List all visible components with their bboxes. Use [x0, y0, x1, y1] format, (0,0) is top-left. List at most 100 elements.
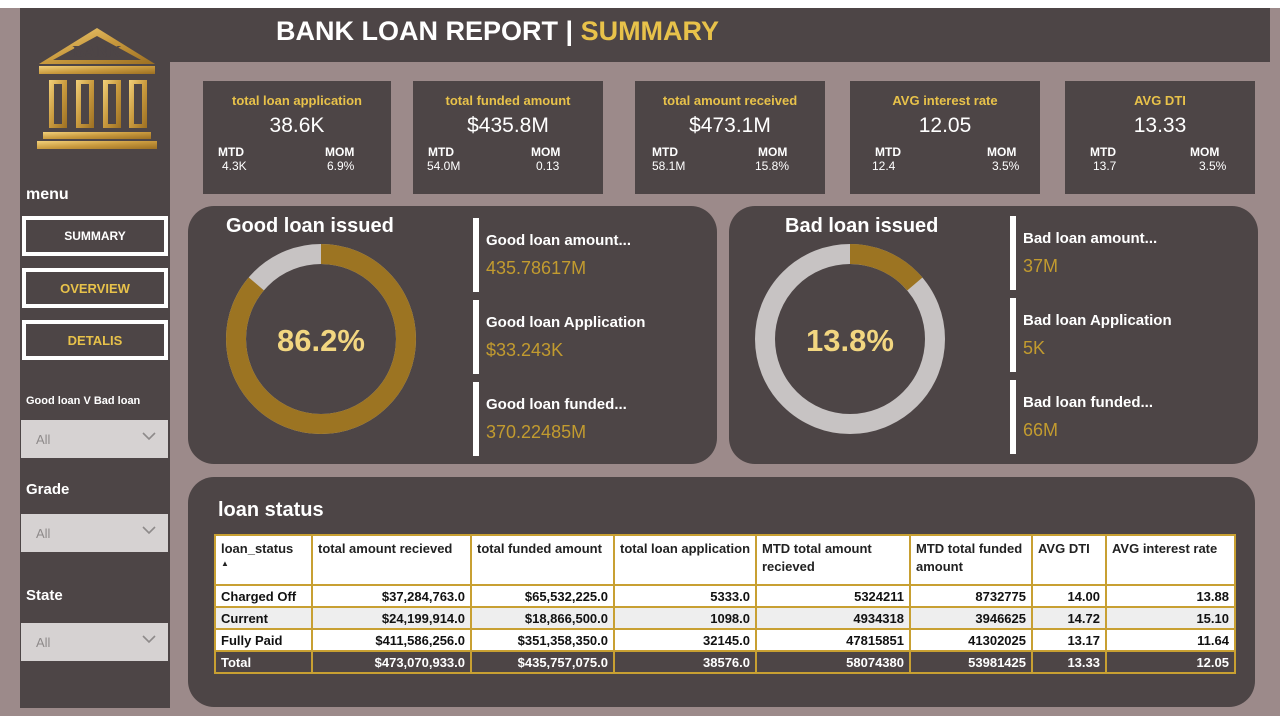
kpi-mom-value: 15.8%: [755, 159, 790, 173]
kpi-mom-label: MOM: [1190, 145, 1220, 159]
table-cell: 1098.0: [613, 606, 757, 630]
good-loan-title: Good loan issued: [226, 215, 394, 237]
table-cell: Charged Off: [214, 584, 313, 608]
kpi-mom-label: MOM: [758, 145, 788, 159]
page-title: BANK LOAN REPORT | SUMMARY: [276, 16, 719, 47]
table-row: Fully Paid $411,586,256.0 $351,358,350.0…: [214, 628, 1236, 652]
filter-good-bad-select[interactable]: All: [21, 420, 168, 458]
chevron-down-icon: [142, 635, 156, 644]
table-cell: 53981425: [909, 650, 1033, 674]
kpi-label: AVG DTI: [1134, 93, 1186, 108]
column-header-avg-dti[interactable]: AVG DTI: [1031, 534, 1107, 586]
filter-grade-label: Grade: [26, 481, 70, 498]
good-loan-application-card: Good loan Application $33.243K: [473, 300, 645, 374]
kpi-mtd-label: MTD: [652, 145, 678, 159]
bad-loan-panel: Bad loan issued 13.8% Bad loan amount...…: [729, 206, 1258, 464]
kpi-card-avg-interest-rate: AVG interest rate 12.05 MTD 12.4 MOM 3.5…: [850, 81, 1040, 194]
kpi-card-avg-dti: AVG DTI 13.33 MTD 13.7 MOM 3.5%: [1065, 81, 1255, 194]
column-header-total-funded-amount[interactable]: total funded amount: [470, 534, 615, 586]
filter-grade-select[interactable]: All: [21, 514, 168, 552]
bank-logo: BANK: [37, 28, 157, 149]
sort-ascending-icon[interactable]: ▲: [221, 559, 229, 568]
table-cell: Total: [214, 650, 313, 674]
table-cell: Fully Paid: [214, 628, 313, 652]
table-cell: 3946625: [909, 606, 1033, 630]
kpi-mtd-value: 13.7: [1093, 159, 1117, 173]
good-loan-arc: [226, 244, 416, 434]
filter-good-bad-value: All: [36, 431, 51, 447]
sidebar: BANK menu SUMMARY OVERVIEW DETALIS Good …: [20, 8, 170, 708]
table-cell: $435,757,075.0: [470, 650, 615, 674]
filter-state-select[interactable]: All: [21, 623, 168, 661]
table-cell: 4934318: [755, 606, 911, 630]
stat-label: Good loan amount...: [486, 232, 631, 249]
table-cell: 11.64: [1105, 628, 1236, 652]
page-title-main: BANK LOAN REPORT |: [276, 16, 581, 46]
table-cell: 5333.0: [613, 584, 757, 608]
kpi-label: AVG interest rate: [892, 93, 998, 108]
table-cell: 58074380: [755, 650, 911, 674]
table-cell: $473,070,933.0: [311, 650, 472, 674]
table-cell: 14.00: [1031, 584, 1107, 608]
kpi-mtd-value: 12.4: [872, 159, 896, 173]
good-loan-donut-chart: 86.2%: [226, 244, 416, 434]
bad-loan-amount-card: Bad loan amount... 37M: [1010, 216, 1157, 290]
kpi-mom-value: 3.5%: [1199, 159, 1227, 173]
table-cell: $37,284,763.0: [311, 584, 472, 608]
filter-state-value: All: [36, 634, 51, 650]
kpi-value: 13.33: [1133, 114, 1187, 137]
window-top-strip: [0, 0, 1280, 8]
kpi-mtd-value: 58.1M: [652, 159, 686, 173]
nav-details-button[interactable]: DETALIS: [22, 320, 168, 360]
nav-overview-button[interactable]: OVERVIEW: [22, 268, 168, 308]
kpi-mtd-value: 54.0M: [427, 159, 461, 173]
table-cell: Current: [214, 606, 313, 630]
logo-text: BANK: [72, 42, 122, 61]
stat-label: Good loan Application: [486, 314, 646, 331]
kpi-card-total-amount-received: total amount received $473.1M MTD 58.1M …: [635, 81, 825, 194]
column-header-loan-status[interactable]: loan_status ▲: [214, 534, 313, 586]
good-loan-panel: Good loan issued 86.2% Good loan amount.…: [188, 206, 717, 464]
table-cell: $18,866,500.0: [470, 606, 615, 630]
table-cell: 14.72: [1031, 606, 1107, 630]
table-cell: $65,532,225.0: [470, 584, 615, 608]
table-total-row: Total $473,070,933.0 $435,757,075.0 3857…: [214, 650, 1236, 674]
kpi-mom-value: 3.5%: [992, 159, 1020, 173]
header-bar: BANK LOAN REPORT | SUMMARY: [170, 8, 1270, 62]
kpi-mtd-label: MTD: [428, 145, 454, 159]
kpi-label: total amount received: [662, 93, 798, 108]
column-header-mtd-total-funded-amount[interactable]: MTD total funded amount: [909, 534, 1033, 586]
bad-loan-application-card: Bad loan Application 5K: [1010, 298, 1172, 372]
kpi-card-total-funded-amount: total funded amount $435.8M MTD 54.0M MO…: [413, 81, 603, 194]
table-cell: $24,199,914.0: [311, 606, 472, 630]
kpi-label: total funded amount: [445, 93, 571, 108]
column-header-avg-interest-rate[interactable]: AVG interest rate: [1105, 534, 1236, 586]
kpi-label: total loan application: [231, 93, 362, 108]
bad-loan-percent: 13.8%: [806, 323, 894, 358]
chevron-down-icon: [142, 526, 156, 535]
kpi-mom-value: 6.9%: [327, 159, 355, 173]
kpi-mom-label: MOM: [325, 145, 355, 159]
stat-label: Good loan funded...: [486, 396, 627, 413]
kpi-mom-value: 0.13: [536, 159, 560, 173]
kpi-card-total-loan-application: total loan application 38.6K MTD 4.3K MO…: [203, 81, 391, 194]
table-cell: 13.33: [1031, 650, 1107, 674]
table-cell: 47815851: [755, 628, 911, 652]
stat-label: Bad loan funded...: [1023, 394, 1153, 411]
column-header-mtd-total-amount-recieved[interactable]: MTD total amount recieved: [755, 534, 911, 586]
table-cell: 13.88: [1105, 584, 1236, 608]
table-cell: 13.17: [1031, 628, 1107, 652]
loan-status-panel: loan status loan_status ▲ total amount re…: [188, 477, 1255, 707]
kpi-mom-label: MOM: [987, 145, 1017, 159]
column-header-total-loan-application[interactable]: total loan application: [613, 534, 757, 586]
good-loan-percent: 86.2%: [277, 323, 365, 358]
column-header-total-amount-recieved[interactable]: total amount recieved: [311, 534, 472, 586]
stat-value: 66M: [1023, 420, 1059, 440]
stat-value: 370.22485M: [486, 422, 587, 442]
kpi-mtd-label: MTD: [218, 145, 244, 159]
table-cell: 38576.0: [613, 650, 757, 674]
stat-label: Bad loan amount...: [1023, 230, 1158, 247]
kpi-value: 12.05: [918, 114, 972, 137]
table-row: Current $24,199,914.0 $18,866,500.0 1098…: [214, 606, 1236, 630]
nav-summary-button[interactable]: SUMMARY: [22, 216, 168, 256]
